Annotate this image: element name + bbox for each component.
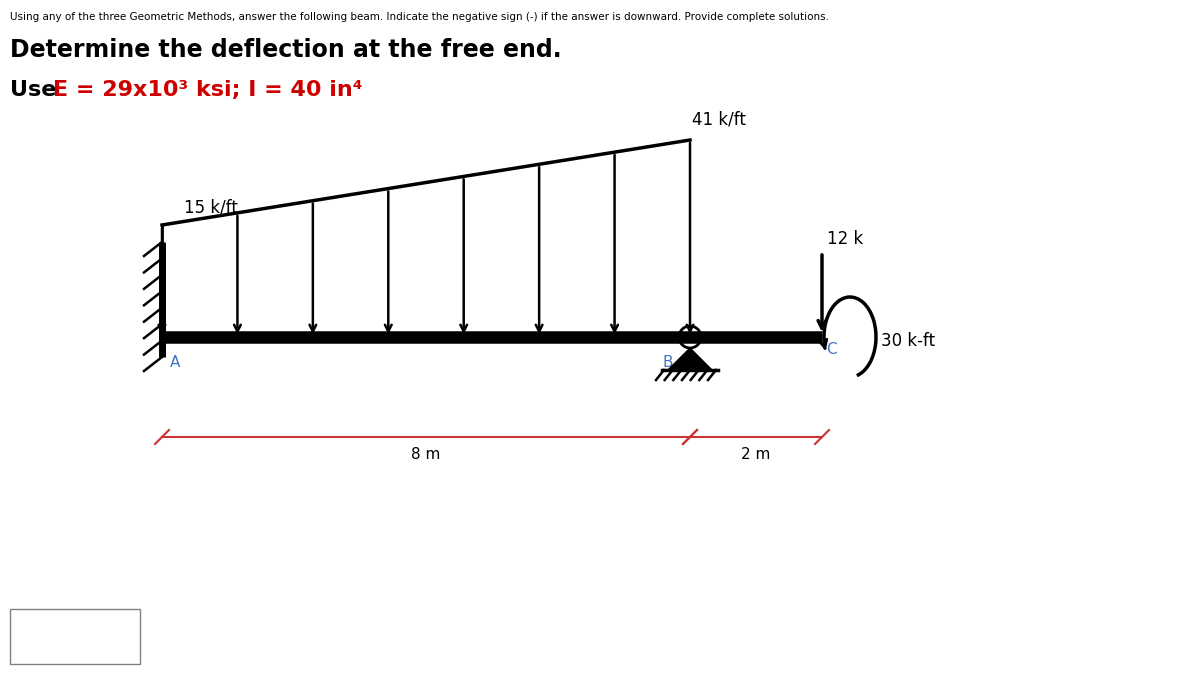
Text: Use: Use bbox=[10, 80, 64, 100]
Text: E = 29x10³ ksi; I = 40 in⁴: E = 29x10³ ksi; I = 40 in⁴ bbox=[53, 80, 362, 100]
Text: Determine the deflection at the free end.: Determine the deflection at the free end… bbox=[10, 38, 562, 62]
Text: 15 k/ft: 15 k/ft bbox=[184, 199, 238, 217]
Text: 8 m: 8 m bbox=[412, 447, 440, 462]
Bar bbox=[10, 609, 140, 664]
Text: 30 k-ft: 30 k-ft bbox=[881, 332, 935, 350]
Text: 41 k/ft: 41 k/ft bbox=[692, 110, 746, 128]
Text: A: A bbox=[170, 355, 180, 370]
Text: 12 k: 12 k bbox=[827, 230, 863, 248]
Text: 2 m: 2 m bbox=[742, 447, 770, 462]
Text: C: C bbox=[826, 342, 836, 357]
Text: B: B bbox=[662, 355, 672, 370]
Text: Using any of the three Geometric Methods, answer the following beam. Indicate th: Using any of the three Geometric Methods… bbox=[10, 12, 829, 22]
Polygon shape bbox=[668, 348, 712, 370]
